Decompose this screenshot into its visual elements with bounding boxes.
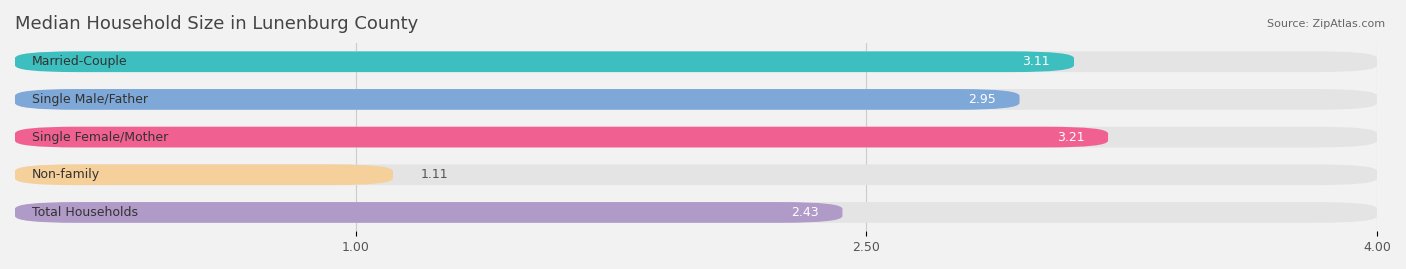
Text: Source: ZipAtlas.com: Source: ZipAtlas.com [1267,19,1385,29]
FancyBboxPatch shape [15,202,1376,223]
FancyBboxPatch shape [15,127,1108,147]
Text: 1.11: 1.11 [420,168,449,181]
FancyBboxPatch shape [15,51,1074,72]
Text: Single Male/Father: Single Male/Father [32,93,148,106]
Text: Non-family: Non-family [32,168,100,181]
Text: 2.43: 2.43 [792,206,818,219]
FancyBboxPatch shape [15,202,842,223]
FancyBboxPatch shape [15,164,1376,185]
Text: 2.95: 2.95 [967,93,995,106]
Text: 3.21: 3.21 [1056,130,1084,144]
Text: Married-Couple: Married-Couple [32,55,128,68]
FancyBboxPatch shape [15,164,392,185]
Text: 3.11: 3.11 [1022,55,1050,68]
FancyBboxPatch shape [15,51,1376,72]
Text: Single Female/Mother: Single Female/Mother [32,130,169,144]
Text: Median Household Size in Lunenburg County: Median Household Size in Lunenburg Count… [15,15,418,33]
FancyBboxPatch shape [15,127,1376,147]
FancyBboxPatch shape [15,89,1376,110]
FancyBboxPatch shape [15,89,1019,110]
Text: Total Households: Total Households [32,206,138,219]
